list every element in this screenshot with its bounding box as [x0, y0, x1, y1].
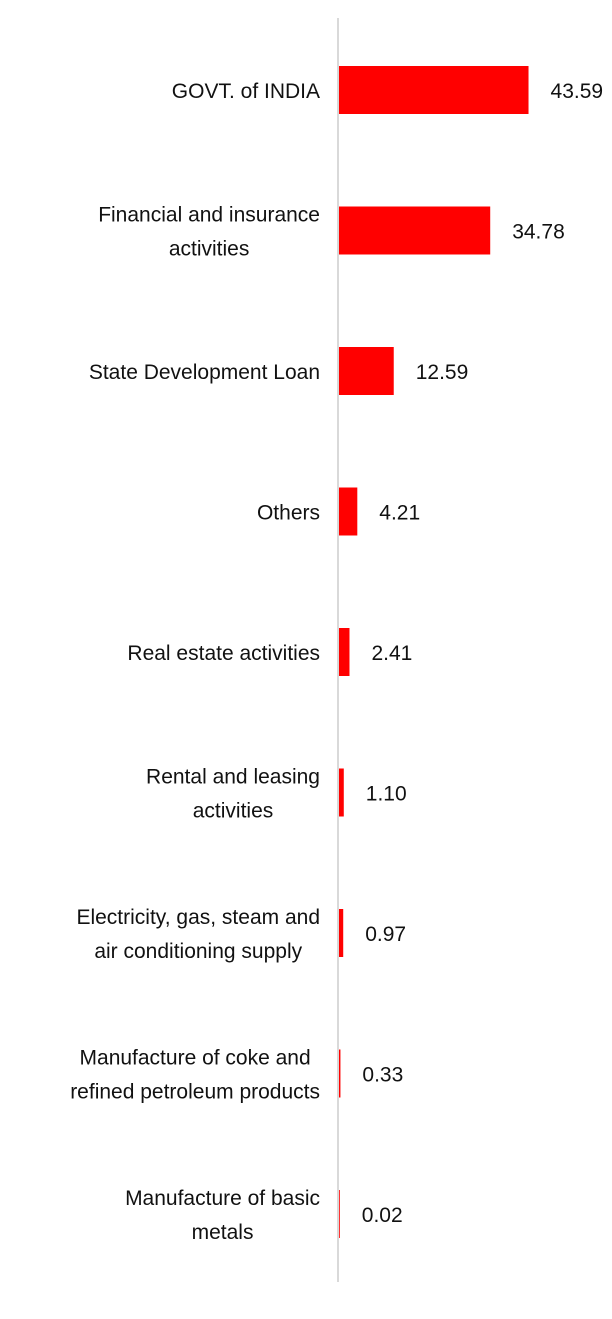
- category-label-line: activities: [169, 238, 250, 261]
- bar: [339, 206, 491, 255]
- category-label: Financial and insurance activities: [98, 204, 320, 261]
- category-label: Manufacture of coke and refined petroleum…: [70, 1047, 320, 1104]
- category-label: Manufacture of basic metals: [125, 1187, 320, 1244]
- bars-group: [339, 66, 529, 1238]
- category-label: Rental and leasing activities: [146, 766, 320, 823]
- category-label-line: State Development Loan: [89, 361, 320, 384]
- value-label: 0.33: [362, 1064, 403, 1087]
- category-label-line: Electricity, gas, steam and: [76, 906, 320, 929]
- category-label-line: Rental and leasing: [146, 766, 320, 789]
- category-label-line: Manufacture of coke and: [80, 1047, 311, 1070]
- category-label-line: Real estate activities: [127, 642, 320, 665]
- bar: [339, 347, 394, 395]
- value-label: 0.97: [365, 923, 406, 946]
- bar: [339, 1190, 340, 1238]
- value-label: 1.10: [366, 783, 407, 806]
- category-label-line: air conditioning supply: [94, 940, 302, 963]
- value-label: 2.41: [371, 642, 412, 665]
- value-label: 0.02: [362, 1204, 403, 1227]
- category-labels-group: GOVT. of INDIA Financial and insurance act…: [70, 80, 320, 1244]
- value-labels-group: 43.59 34.78 12.59 4.21 2.41 1.10 0.97 0.33 0.02: [362, 80, 603, 1227]
- bar: [339, 909, 344, 957]
- category-label: Real estate activities: [127, 642, 320, 665]
- value-label: 34.78: [512, 221, 565, 244]
- bar: [339, 768, 344, 817]
- category-label-line: Manufacture of basic: [125, 1187, 320, 1210]
- value-label: 43.59: [551, 80, 604, 103]
- bar: [339, 1049, 341, 1098]
- value-label: 12.59: [416, 361, 469, 384]
- value-label: 4.21: [379, 502, 420, 525]
- bar: [339, 487, 358, 536]
- bar: [339, 628, 350, 676]
- category-label: Electricity, gas, steam and air condition…: [76, 906, 320, 963]
- category-label-line: activities: [193, 800, 274, 823]
- category-label: State Development Loan: [89, 361, 320, 384]
- category-label-line: GOVT. of INDIA: [172, 80, 320, 103]
- bar: [339, 66, 529, 114]
- category-label-line: metals: [192, 1221, 254, 1244]
- category-label-line: Others: [257, 502, 320, 525]
- category-label: GOVT. of INDIA: [172, 80, 320, 103]
- category-label-line: refined petroleum products: [70, 1081, 320, 1104]
- category-label: Others: [257, 502, 320, 525]
- category-label-line: Financial and insurance: [98, 204, 320, 227]
